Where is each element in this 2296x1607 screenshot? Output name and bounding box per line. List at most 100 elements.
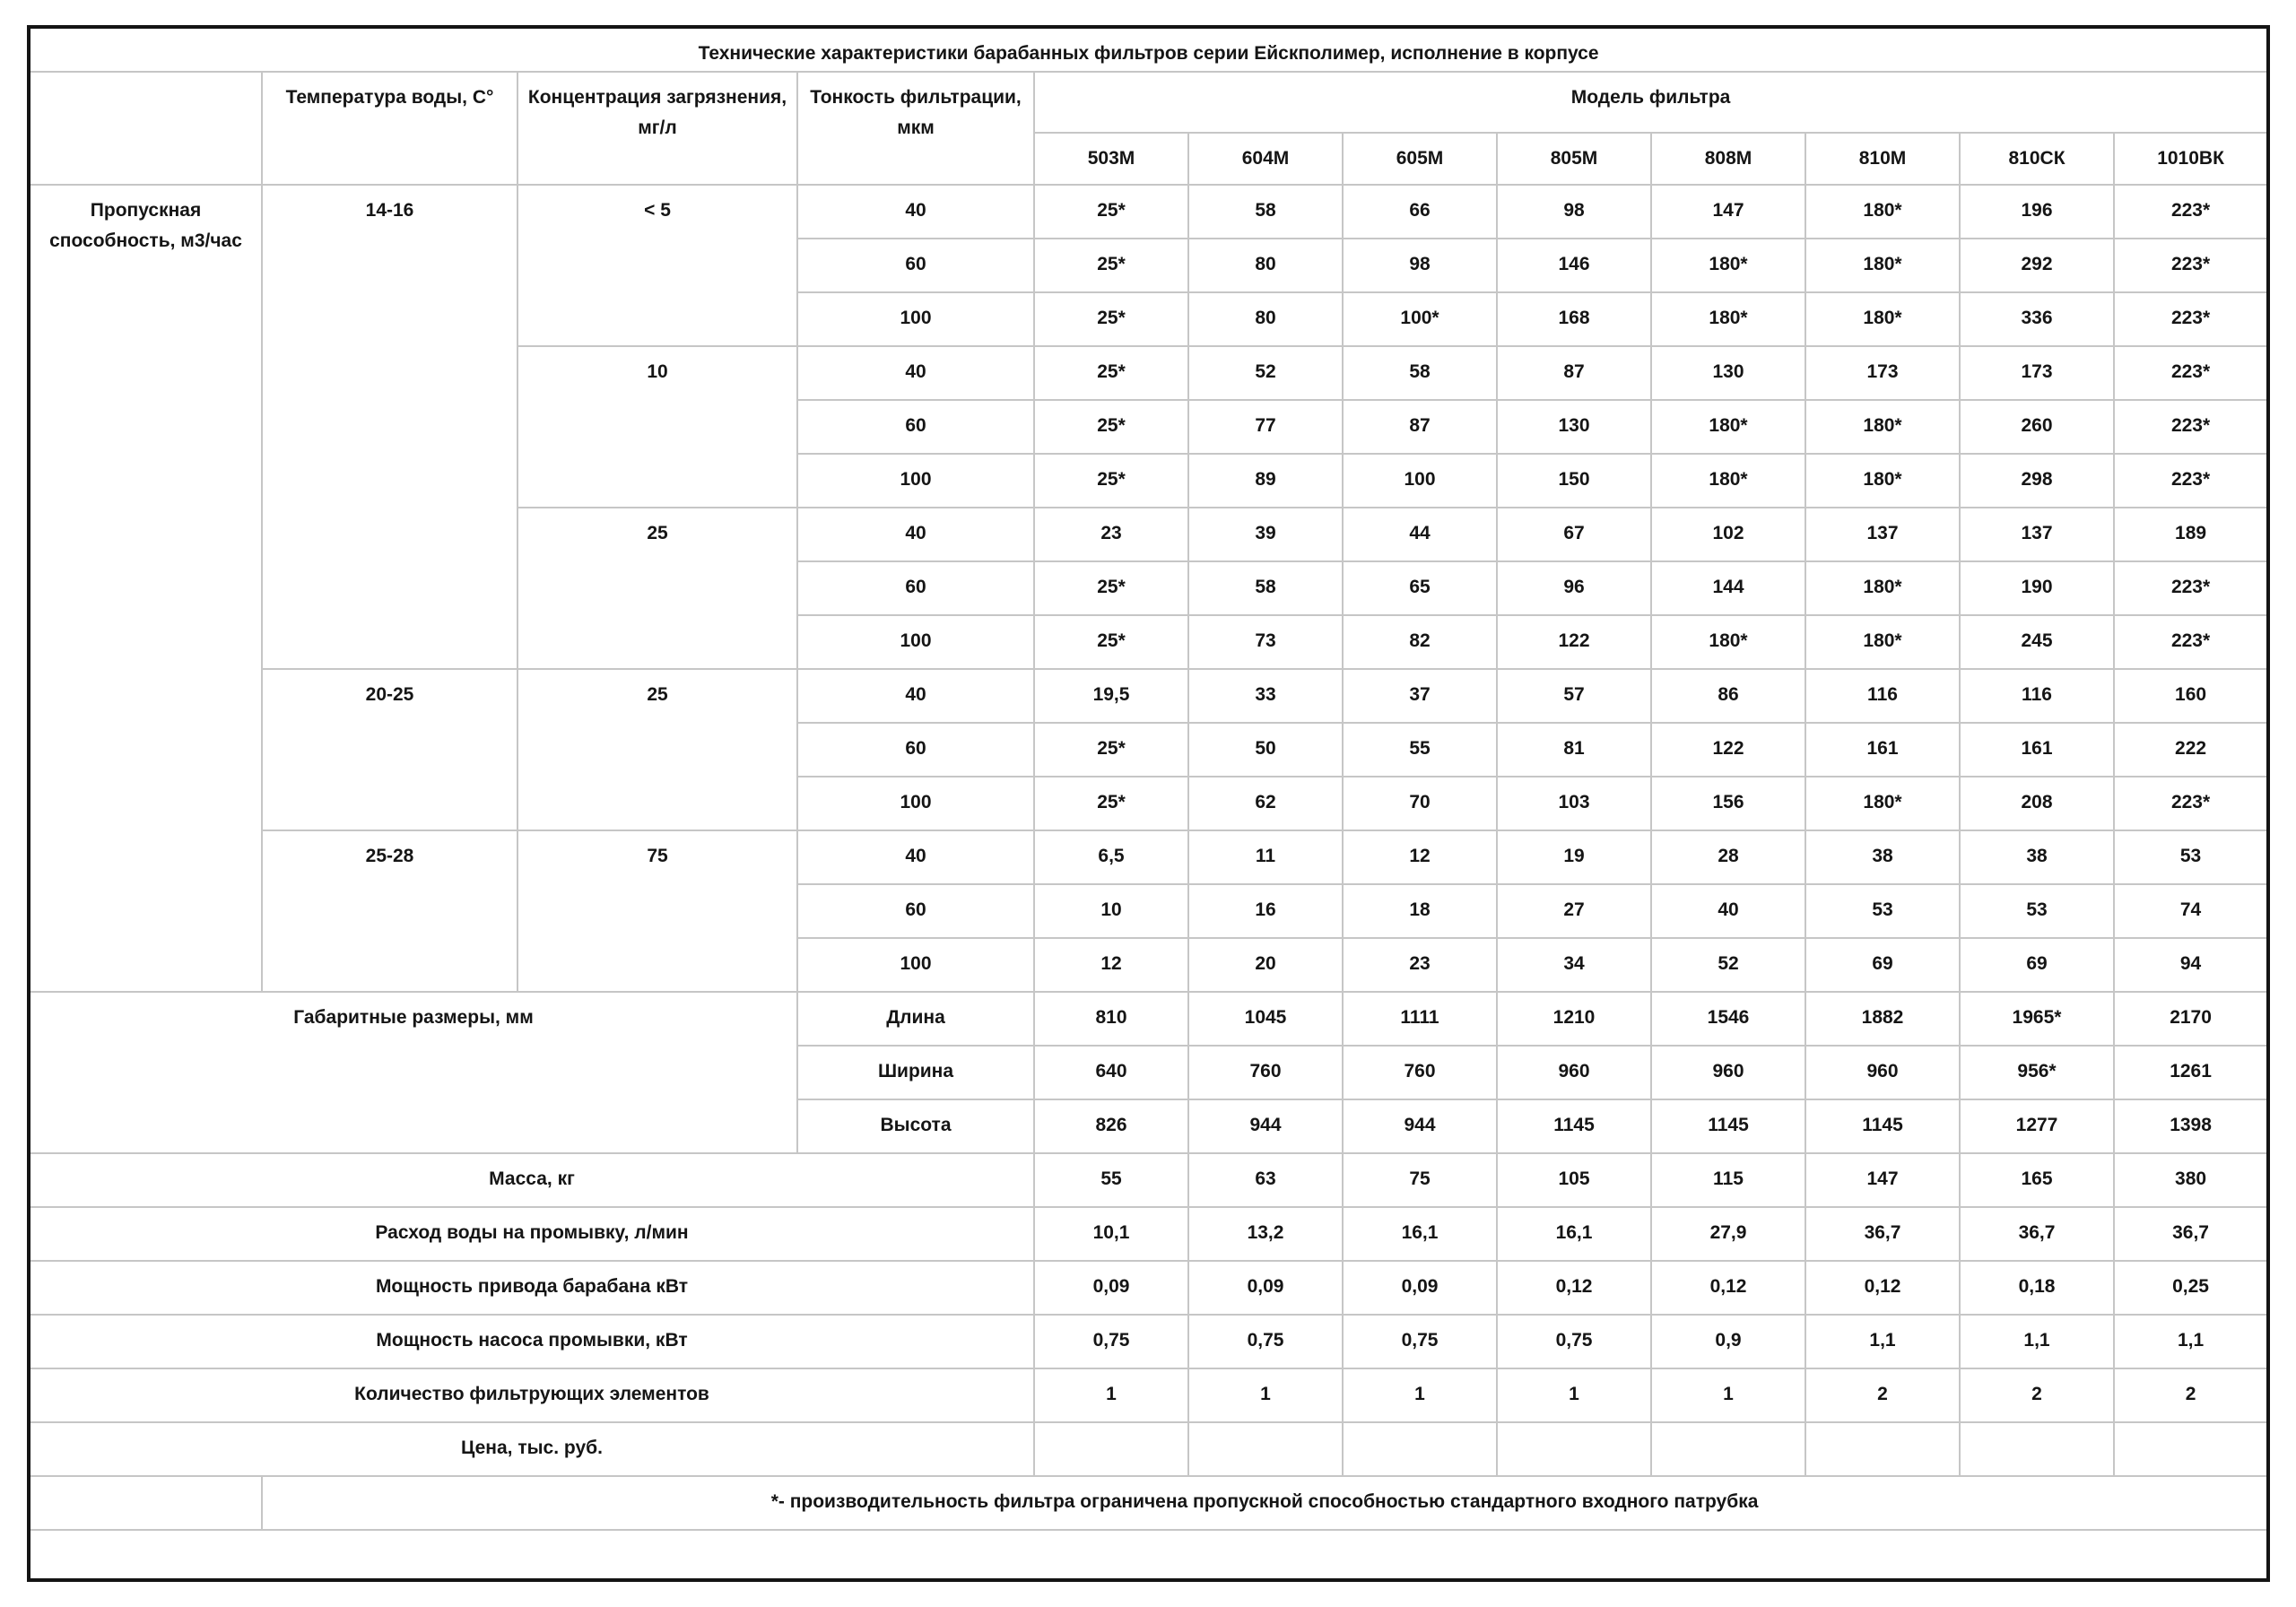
table-row: *- производительность фильтра ограничена…	[28, 1475, 2270, 1531]
property-value	[1805, 1421, 1961, 1477]
throughput-value: 81	[1496, 722, 1652, 777]
throughput-value: 69	[1805, 937, 1961, 993]
throughput-value: 58	[1187, 560, 1344, 616]
concentration-value: 10	[517, 345, 798, 508]
property-value: 55	[1033, 1152, 1189, 1208]
throughput-value: 67	[1496, 507, 1652, 562]
throughput-value: 11	[1187, 830, 1344, 885]
property-value: 63	[1187, 1152, 1344, 1208]
property-value: 1	[1650, 1368, 1806, 1423]
throughput-value: 25*	[1033, 560, 1189, 616]
property-value: 27,9	[1650, 1206, 1806, 1262]
table-row: 100 25* 89 100 150 180* 180* 298 223*	[29, 453, 2270, 508]
table-row: 60 25* 58 65 96 144 180* 190 223*	[29, 560, 2270, 616]
throughput-value: 180*	[1805, 238, 1961, 293]
fineness-value: 40	[796, 830, 1035, 885]
throughput-value: 103	[1496, 776, 1652, 831]
throughput-value: 19,5	[1033, 668, 1189, 724]
throughput-value: 58	[1187, 184, 1344, 239]
dimension-value: 1882	[1805, 991, 1961, 1047]
throughput-value: 144	[1650, 560, 1806, 616]
throughput-value: 100	[1342, 453, 1498, 508]
throughput-value: 122	[1650, 722, 1806, 777]
throughput-value: 52	[1650, 937, 1806, 993]
table-row: 60 25* 80 98 146 180* 180* 292 223*	[29, 238, 2270, 293]
property-value: 16,1	[1342, 1206, 1498, 1262]
throughput-label: Пропускная способность, м3/час	[28, 184, 263, 993]
throughput-value: 223*	[2112, 560, 2270, 616]
dimension-value: 1145	[1805, 1099, 1961, 1154]
throughput-value: 180*	[1805, 776, 1961, 831]
property-value: 1,1	[2112, 1314, 2270, 1369]
throughput-value: 57	[1496, 668, 1652, 724]
header-model-group: Модель фильтра	[1032, 71, 2270, 134]
throughput-value: 292	[1959, 238, 2115, 293]
property-value	[1187, 1421, 1344, 1477]
table-row: 100 25* 80 100* 168 180* 180* 336 223*	[29, 291, 2270, 347]
throughput-value: 168	[1496, 291, 1652, 347]
fineness-value: 100	[796, 453, 1035, 508]
property-value: 1	[1496, 1368, 1652, 1423]
dimension-value: 956*	[1959, 1045, 2115, 1100]
throughput-value: 6,5	[1033, 830, 1189, 885]
table-row: 25 40 23 39 44 67 102 137 137 189	[29, 507, 2270, 670]
table-row: 60 25* 50 55 81 122 161 161 222	[29, 722, 2270, 777]
property-label: Количество фильтрующих элементов	[28, 1368, 1035, 1423]
property-value: 13,2	[1187, 1206, 1344, 1262]
throughput-value: 37	[1342, 668, 1498, 724]
throughput-value: 25*	[1033, 184, 1189, 239]
property-value: 147	[1805, 1152, 1961, 1208]
throughput-value: 39	[1187, 507, 1344, 562]
fineness-value: 60	[796, 399, 1035, 455]
throughput-value: 25*	[1033, 776, 1189, 831]
throughput-value: 180*	[1650, 399, 1806, 455]
property-value: 0,09	[1187, 1260, 1344, 1316]
throughput-value: 196	[1959, 184, 2115, 239]
table-row: 10 40 25* 52 58 87 130 173 173 223*	[29, 345, 2270, 508]
property-value: 1	[1342, 1368, 1498, 1423]
table-row: 60 25* 77 87 130 180* 180* 260 223*	[29, 399, 2270, 455]
property-label: Мощность привода барабана кВт	[28, 1260, 1035, 1316]
dimension-value: 2170	[2112, 991, 2270, 1047]
throughput-value: 137	[1959, 507, 2115, 562]
property-label: Масса, кг	[28, 1152, 1035, 1208]
dimension-value: 1045	[1187, 991, 1344, 1047]
table-row: 100 12 20 23 34 52 69 69 94	[29, 937, 2270, 993]
throughput-value: 87	[1342, 399, 1498, 455]
dimension-name: Ширина	[796, 1045, 1035, 1100]
table-row: 60 10 16 18 27 40 53 53 74	[29, 883, 2270, 939]
throughput-value: 189	[2112, 507, 2270, 562]
throughput-value: 116	[1959, 668, 2115, 724]
temperature-value: 20-25	[261, 668, 518, 831]
throughput-value: 52	[1187, 345, 1344, 401]
table-row: Масса, кг 55 63 75 105 115 147 165 380	[28, 1152, 2270, 1208]
throughput-value: 336	[1959, 291, 2115, 347]
throughput-value: 20	[1187, 937, 1344, 993]
throughput-value: 70	[1342, 776, 1498, 831]
property-value: 36,7	[1805, 1206, 1961, 1262]
property-value	[2112, 1421, 2270, 1477]
throughput-value: 161	[1959, 722, 2115, 777]
table-row	[27, 1529, 2270, 1581]
throughput-value: 25*	[1033, 453, 1189, 508]
table-row: Температура воды, С° Концентрация загрязн…	[28, 71, 2270, 186]
fineness-value: 40	[796, 184, 1035, 239]
throughput-value: 173	[1805, 345, 1961, 401]
table-row: Пропускная способность, м3/час 14-16 < 5 40…	[28, 184, 2270, 993]
property-label: Мощность насоса промывки, кВт	[28, 1314, 1035, 1369]
property-value: 0,12	[1650, 1260, 1806, 1316]
throughput-value: 58	[1342, 345, 1498, 401]
throughput-value: 130	[1650, 345, 1806, 401]
property-value: 380	[2112, 1152, 2270, 1208]
throughput-value: 147	[1650, 184, 1806, 239]
fineness-value: 60	[796, 560, 1035, 616]
throughput-value: 55	[1342, 722, 1498, 777]
dimension-value: 944	[1342, 1099, 1498, 1154]
dimension-value: 1210	[1496, 991, 1652, 1047]
throughput-value: 173	[1959, 345, 2115, 401]
throughput-value: 180*	[1805, 614, 1961, 670]
throughput-value: 116	[1805, 668, 1961, 724]
throughput-value: 161	[1805, 722, 1961, 777]
throughput-value: 98	[1496, 184, 1652, 239]
property-label: Цена, тыс. руб.	[28, 1421, 1035, 1477]
